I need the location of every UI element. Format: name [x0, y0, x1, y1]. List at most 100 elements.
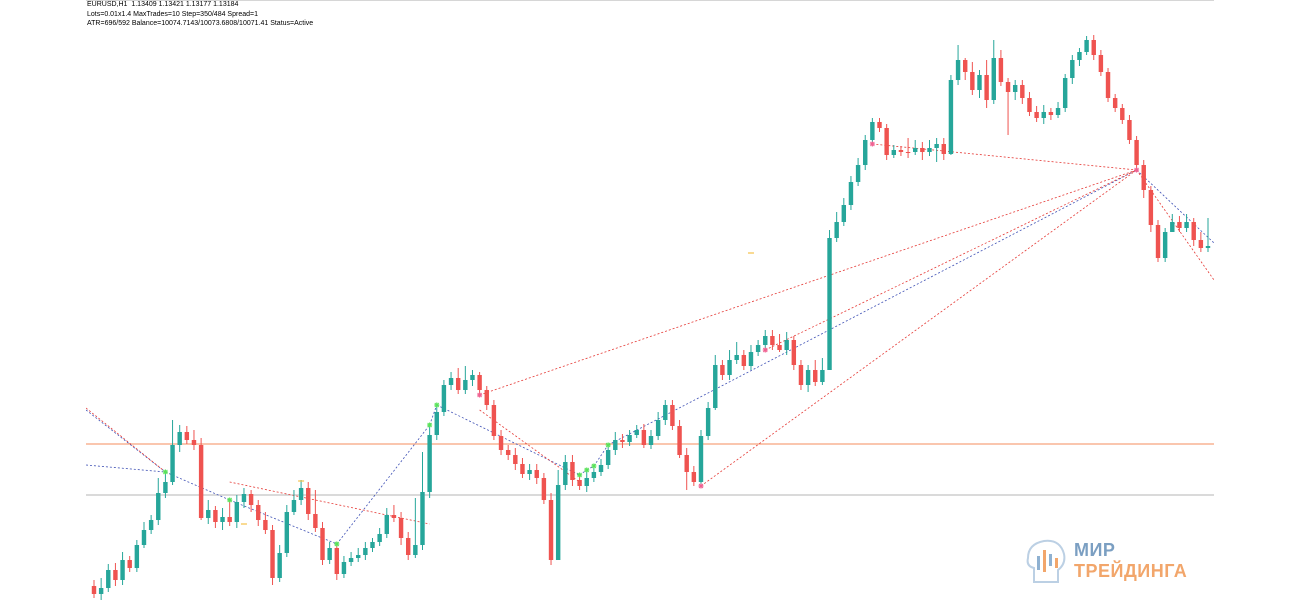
candle	[805, 365, 811, 392]
candle-body	[491, 405, 497, 436]
candle-body	[413, 545, 418, 555]
candle	[870, 118, 875, 144]
candle-body	[463, 380, 468, 390]
candle-body	[1034, 112, 1039, 118]
candle	[1191, 218, 1196, 246]
candle	[713, 355, 718, 410]
candle-body	[755, 345, 761, 352]
candle-body	[605, 450, 611, 465]
candle	[605, 445, 611, 469]
candle-body	[1170, 222, 1175, 232]
candle-body	[448, 378, 454, 385]
candle	[363, 542, 368, 560]
candle	[377, 528, 382, 546]
candle	[263, 512, 268, 534]
candle-body	[398, 518, 404, 538]
marker-stroke	[870, 141, 875, 147]
candle	[484, 386, 489, 410]
candle-body	[727, 360, 732, 375]
candle-body	[256, 505, 261, 520]
candle-body	[577, 480, 582, 486]
candle-body	[941, 144, 946, 154]
candle	[1077, 48, 1082, 66]
candle	[213, 506, 218, 528]
candle	[1098, 50, 1104, 76]
candle	[206, 500, 211, 524]
candle	[327, 542, 332, 564]
trade-marker-pink	[762, 347, 768, 353]
candle-body	[334, 548, 340, 574]
candle	[570, 455, 575, 486]
price-chart[interactable]	[86, 0, 1214, 600]
candle	[998, 50, 1004, 86]
candle	[1012, 80, 1018, 100]
candle-body	[548, 500, 554, 560]
candle-body	[348, 558, 354, 562]
candle-body	[141, 530, 147, 545]
trade-marker-pink	[869, 141, 875, 147]
candle-body	[513, 455, 518, 464]
candle-body	[1098, 55, 1104, 72]
candle-body	[163, 482, 168, 493]
candle	[256, 500, 261, 526]
grid-trend-lines	[86, 143, 1214, 545]
candle-body	[191, 440, 197, 445]
candle	[384, 508, 389, 538]
candle-body	[620, 440, 625, 442]
candle-body	[306, 488, 311, 514]
marker-stroke	[163, 469, 168, 475]
trade-marker-green	[591, 463, 597, 469]
candle-body	[384, 515, 389, 534]
candle	[962, 58, 968, 80]
blue-trend-line	[436, 404, 580, 476]
candle-body	[206, 510, 211, 518]
candle	[584, 470, 589, 492]
candle	[1005, 78, 1011, 135]
candle	[813, 360, 818, 386]
candle-body	[920, 148, 925, 152]
candle	[891, 145, 897, 158]
candle-body	[127, 560, 132, 568]
candle	[477, 372, 482, 395]
chart-window[interactable]: EURUSD,H1 1.13409 1.13421 1.13177 1.1318…	[86, 0, 1214, 600]
candle-body	[1105, 72, 1111, 98]
candle-body	[170, 445, 175, 482]
candle-body	[927, 148, 932, 152]
candle	[591, 466, 597, 482]
candle-body	[534, 470, 539, 478]
candle	[1112, 94, 1118, 112]
candle	[1162, 228, 1168, 262]
candle-body	[505, 450, 511, 455]
trade-marker-green	[227, 497, 233, 503]
candle	[1155, 220, 1161, 262]
watermark-line1: МИР	[1074, 540, 1116, 560]
candle-body	[641, 430, 647, 445]
candle	[670, 400, 675, 430]
candle	[1084, 36, 1089, 55]
candle	[855, 158, 861, 186]
candle-body	[627, 435, 632, 442]
candle-body	[870, 122, 875, 140]
candle	[548, 493, 554, 565]
candle	[241, 488, 247, 508]
candle	[898, 146, 904, 156]
candle	[627, 430, 632, 446]
candle-body	[498, 436, 504, 450]
candle	[884, 124, 889, 160]
candle	[470, 370, 475, 386]
candle	[613, 432, 618, 455]
candle	[184, 426, 190, 444]
candle-body	[477, 375, 482, 390]
candle	[598, 459, 604, 476]
candle	[777, 334, 782, 352]
candle	[527, 464, 532, 480]
candle	[770, 330, 775, 350]
marker-stroke	[762, 347, 768, 353]
candle-body	[741, 355, 747, 366]
candle	[827, 230, 832, 370]
marker-stroke	[477, 392, 482, 398]
blue-trend-line	[86, 409, 166, 473]
candle	[1105, 68, 1111, 102]
candle	[791, 336, 797, 370]
candle-body	[263, 520, 268, 530]
